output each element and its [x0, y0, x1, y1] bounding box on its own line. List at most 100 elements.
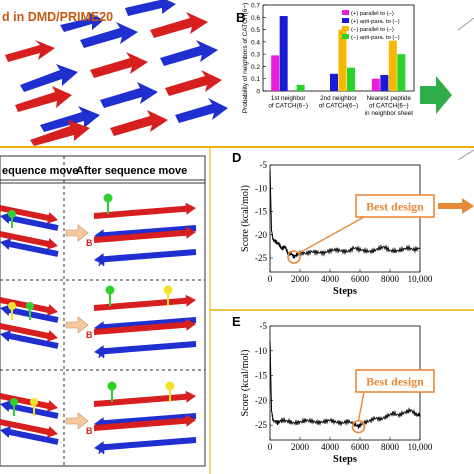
move-arrow	[65, 412, 89, 430]
x-tick-label: 6000	[351, 442, 370, 452]
category-label: 2nd neighbor	[320, 95, 357, 102]
strand	[0, 330, 59, 349]
bar	[338, 29, 347, 92]
y-tick-label: -15	[255, 371, 267, 381]
strand	[0, 419, 58, 438]
y-tick-label: 0.7	[251, 3, 260, 10]
strand	[0, 426, 59, 445]
y-tick-label: 0.5	[251, 27, 260, 34]
strand	[94, 249, 197, 266]
y-tick-label: -10	[255, 346, 267, 356]
header-after: After sequence move	[76, 165, 187, 177]
line-chart-e: 0 2000 4000 6000 8000 10,000 -25 -20 -15 -10 -5 Ste…	[240, 321, 435, 465]
strand	[0, 323, 58, 342]
y-tick-label: -10	[255, 183, 267, 193]
edge-fragment	[457, 17, 474, 161]
x-tick-label: 0	[268, 274, 273, 284]
x-tick-label: 10,000	[408, 442, 433, 452]
y-tick-label: -25	[255, 420, 267, 430]
y-axis-label: Score (kcal/mol)	[240, 185, 251, 252]
side-chain-head	[105, 285, 115, 295]
y-tick-label: -20	[255, 230, 267, 240]
bar	[271, 55, 280, 91]
legend-swatch	[342, 26, 349, 31]
x-tick-label: 0	[268, 442, 273, 452]
annotation-text: Best design	[366, 375, 424, 389]
y-tick-label: 0.2	[251, 64, 260, 71]
category-label: Nearest peptide	[367, 95, 412, 102]
strand	[0, 205, 58, 224]
strand	[0, 238, 59, 257]
green-arrow	[420, 76, 452, 114]
x-tick-label: 8000	[381, 274, 400, 284]
line-chart-d: 0 2000 4000 6000 8000 10,000 -25 -20 -15 -10 -5 Ste…	[240, 160, 435, 297]
bar	[371, 78, 380, 91]
annotation-box	[355, 369, 435, 393]
y-axis-label: Score (kcal/mol)	[240, 350, 251, 417]
x-tick-label: 4000	[321, 442, 340, 452]
side-chain-head	[10, 398, 18, 406]
y-tick-label: 0.1	[251, 76, 260, 83]
strand-a-label: A	[98, 258, 105, 268]
annotation-box	[355, 194, 435, 218]
side-chain-head	[107, 381, 117, 391]
bar	[380, 75, 389, 91]
strand	[93, 390, 196, 407]
panel-a-title: d in DMD/PRIME20	[2, 10, 113, 24]
best-point-marker	[287, 250, 301, 264]
bar	[397, 54, 406, 91]
strand	[0, 393, 58, 412]
strand	[0, 231, 58, 250]
side-chain-head	[8, 302, 16, 310]
x-axis-label: Steps	[333, 454, 357, 465]
plot-frame	[269, 164, 421, 273]
x-tick-label: 2000	[291, 442, 310, 452]
move-arrow	[65, 316, 89, 334]
category-label: 1st neighbor	[271, 95, 306, 102]
y-tick-label: 0.6	[251, 15, 260, 22]
annotation-text: Best design	[366, 200, 424, 214]
panel-e: E 0 2000 4000 6000 8000 10,000 -25 -20 -15 -10 -5 S…	[232, 314, 435, 465]
bar	[296, 84, 305, 91]
strand-b-label: B	[86, 330, 93, 340]
bar	[330, 73, 338, 91]
fibril-illustration	[5, 0, 228, 146]
category-label: of CATCH(6−)	[319, 103, 359, 110]
panel-b-label: B	[236, 10, 245, 25]
x-axis-label: Steps	[333, 286, 357, 297]
category-label: in neighbor sheet	[365, 110, 414, 117]
strand	[94, 341, 197, 358]
legend-entry: (+) anti-para. to (−)	[351, 19, 400, 25]
strand	[93, 226, 196, 243]
x-tick-label: 10,000	[408, 274, 433, 284]
category-label: of CATCH(6−)	[268, 103, 308, 110]
y-axis-label: Probability of neighbors of CATCH(6−)	[242, 3, 249, 114]
bar	[279, 16, 288, 91]
side-chain-head	[8, 210, 16, 218]
side-chain-head	[26, 302, 34, 310]
panel-d: D 0 2000 4000 6000 8000 10,000 -25 -20 -15 -10 -5 S…	[232, 150, 474, 297]
legend-swatch	[342, 10, 349, 15]
move-arrow	[65, 224, 89, 242]
side-chain-head	[103, 193, 113, 203]
legend-swatch	[342, 34, 349, 39]
bar	[388, 40, 397, 91]
y-tick-label: -5	[260, 321, 268, 331]
side-chain-head	[165, 381, 175, 391]
y-tick-label: -25	[255, 253, 267, 263]
y-tick-label: 0.4	[251, 39, 260, 46]
y-tick-label: -20	[255, 395, 267, 405]
header-before: equence move	[2, 165, 78, 177]
score-line	[269, 169, 421, 259]
y-tick-label: -5	[260, 160, 268, 170]
x-tick-label: 8000	[381, 442, 400, 452]
x-tick-label: 4000	[321, 274, 340, 284]
side-chain-head	[30, 398, 38, 406]
score-line	[269, 340, 421, 429]
bar	[347, 67, 355, 91]
strand-a-label: A	[98, 350, 105, 360]
